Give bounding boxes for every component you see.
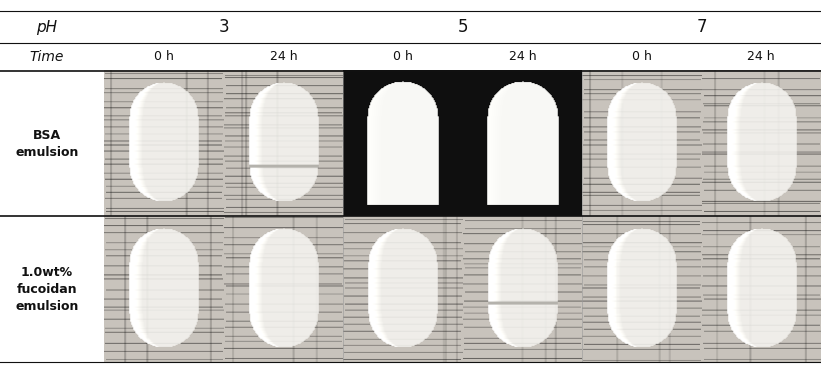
Text: 3: 3 bbox=[218, 18, 229, 36]
Text: 5: 5 bbox=[457, 18, 468, 36]
Text: 1.0wt%
fucoidan
emulsion: 1.0wt% fucoidan emulsion bbox=[16, 266, 79, 313]
Text: 24 h: 24 h bbox=[269, 50, 297, 63]
Text: 0 h: 0 h bbox=[154, 50, 174, 63]
Text: BSA
emulsion: BSA emulsion bbox=[16, 129, 79, 159]
Text: 7: 7 bbox=[696, 18, 707, 36]
Text: Time: Time bbox=[30, 50, 64, 64]
Text: 24 h: 24 h bbox=[508, 50, 536, 63]
Text: pH: pH bbox=[36, 19, 57, 35]
Text: 24 h: 24 h bbox=[747, 50, 775, 63]
Text: 0 h: 0 h bbox=[632, 50, 652, 63]
Text: 0 h: 0 h bbox=[393, 50, 413, 63]
